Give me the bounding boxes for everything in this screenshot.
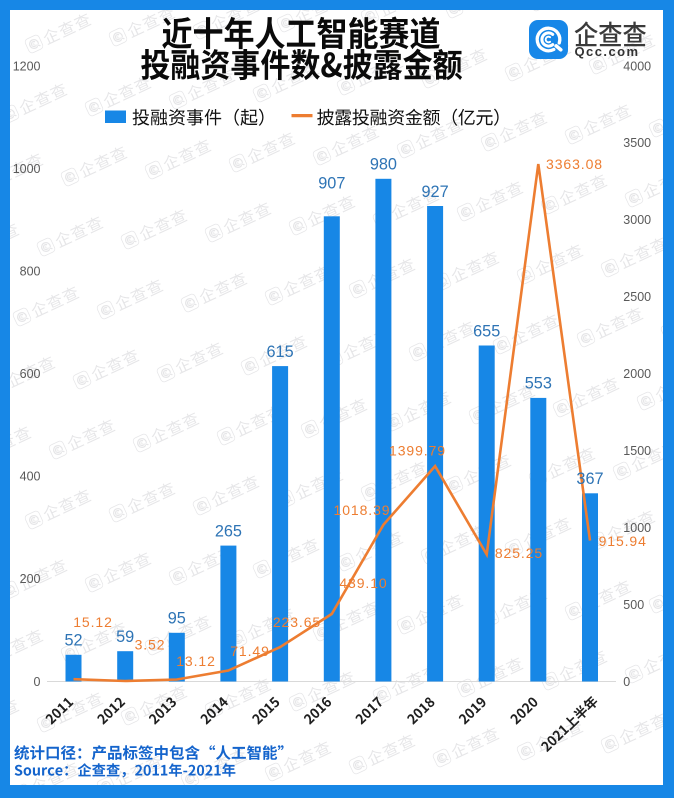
svg-text:265: 265 <box>215 522 242 540</box>
svg-text:367: 367 <box>576 470 603 488</box>
svg-text:4000: 4000 <box>623 59 651 73</box>
svg-text:980: 980 <box>370 156 397 174</box>
svg-text:500: 500 <box>623 598 644 612</box>
svg-text:223.65: 223.65 <box>273 614 321 630</box>
svg-text:655: 655 <box>473 322 500 340</box>
svg-text:1399.79: 1399.79 <box>389 443 446 459</box>
svg-text:200: 200 <box>20 572 41 586</box>
svg-text:3000: 3000 <box>623 213 651 227</box>
svg-text:52: 52 <box>64 632 82 650</box>
svg-text:0: 0 <box>34 675 41 689</box>
svg-text:553: 553 <box>525 375 552 393</box>
svg-text:907: 907 <box>318 175 345 193</box>
svg-text:927: 927 <box>422 183 449 201</box>
svg-text:1018.39: 1018.39 <box>334 502 391 518</box>
svg-text:1500: 1500 <box>623 444 651 458</box>
svg-text:400: 400 <box>20 470 41 484</box>
svg-text:59: 59 <box>116 628 134 646</box>
svg-text:1000: 1000 <box>13 162 41 176</box>
svg-text:0: 0 <box>623 675 630 689</box>
svg-text:2000: 2000 <box>623 367 651 381</box>
svg-text:825.25: 825.25 <box>495 545 543 561</box>
svg-text:3363.08: 3363.08 <box>546 156 603 172</box>
svg-text:15.12: 15.12 <box>73 614 113 630</box>
svg-text:1000: 1000 <box>623 521 651 535</box>
svg-text:95: 95 <box>168 610 186 628</box>
svg-text:915.94: 915.94 <box>599 533 647 549</box>
svg-text:13.12: 13.12 <box>176 653 216 669</box>
svg-text:600: 600 <box>20 367 41 381</box>
svg-text:3500: 3500 <box>623 136 651 150</box>
svg-text:Qcc.com: Qcc.com <box>575 44 640 59</box>
svg-text:615: 615 <box>267 343 294 361</box>
svg-text:1200: 1200 <box>13 59 41 73</box>
svg-text:439.10: 439.10 <box>339 575 387 591</box>
svg-text:71.49: 71.49 <box>230 643 270 659</box>
svg-text:3.52: 3.52 <box>135 637 166 653</box>
svg-text:2500: 2500 <box>623 290 651 304</box>
svg-text:800: 800 <box>20 265 41 279</box>
